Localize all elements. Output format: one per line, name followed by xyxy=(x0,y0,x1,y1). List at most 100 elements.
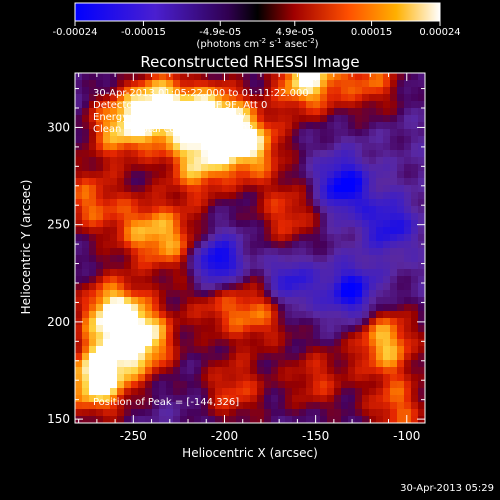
heatmap-cell xyxy=(75,304,83,312)
heatmap-cell xyxy=(404,115,412,123)
heatmap-cell xyxy=(306,283,314,291)
heatmap-cell xyxy=(362,87,370,95)
heatmap-cell xyxy=(236,213,244,221)
heatmap-cell xyxy=(180,213,188,221)
heatmap-cell xyxy=(138,304,146,312)
heatmap-cell xyxy=(369,388,377,396)
heatmap-cell xyxy=(292,297,300,305)
heatmap-cell xyxy=(117,374,125,382)
heatmap-cell xyxy=(348,262,356,270)
heatmap-cell xyxy=(194,297,202,305)
heatmap-cell xyxy=(369,199,377,207)
heatmap-cell xyxy=(243,122,251,130)
heatmap-cell xyxy=(418,227,426,235)
heatmap-cell xyxy=(131,220,139,228)
heatmap-cell xyxy=(82,297,90,305)
heatmap-cell xyxy=(250,192,258,200)
heatmap-cell xyxy=(348,150,356,158)
heatmap-cell xyxy=(124,108,132,116)
heatmap-cell xyxy=(320,101,328,109)
heatmap-cell xyxy=(404,80,412,88)
heatmap-cell xyxy=(138,73,146,81)
heatmap-cell xyxy=(362,318,370,326)
heatmap-cell xyxy=(236,311,244,319)
heatmap-cell xyxy=(194,318,202,326)
heatmap-cell xyxy=(390,290,398,298)
heatmap-cell xyxy=(243,227,251,235)
heatmap-cell xyxy=(334,276,342,284)
heatmap-cell xyxy=(243,101,251,109)
heatmap-cell xyxy=(334,80,342,88)
heatmap-cell xyxy=(299,213,307,221)
heatmap-cell xyxy=(320,178,328,186)
heatmap-cell xyxy=(222,115,230,123)
heatmap-cell xyxy=(278,136,286,144)
heatmap-cell xyxy=(215,129,223,137)
heatmap-cell xyxy=(243,115,251,123)
heatmap-cell xyxy=(75,136,83,144)
heatmap-cell xyxy=(117,248,125,256)
heatmap-cell xyxy=(89,101,97,109)
heatmap-cell xyxy=(411,395,419,403)
heatmap-cell xyxy=(348,143,356,151)
heatmap-cell xyxy=(159,339,167,347)
heatmap-cell xyxy=(334,367,342,375)
heatmap-cell xyxy=(362,143,370,151)
heatmap-cell xyxy=(201,73,209,81)
heatmap-cell xyxy=(390,381,398,389)
heatmap-cell xyxy=(383,409,391,417)
heatmap-cell xyxy=(418,150,426,158)
heatmap-cell xyxy=(348,171,356,179)
heatmap-cell xyxy=(313,129,321,137)
heatmap-cell xyxy=(292,318,300,326)
heatmap-cell xyxy=(89,325,97,333)
heatmap-cell xyxy=(131,73,139,81)
heatmap-cell xyxy=(411,276,419,284)
heatmap-cell xyxy=(194,80,202,88)
heatmap-cell xyxy=(306,367,314,375)
heatmap-cell xyxy=(299,87,307,95)
heatmap-cell xyxy=(292,115,300,123)
heatmap-cell xyxy=(362,311,370,319)
heatmap-cell xyxy=(89,185,97,193)
heatmap-cell xyxy=(306,353,314,361)
heatmap-cell xyxy=(292,206,300,214)
heatmap-cell xyxy=(187,304,195,312)
colorbar xyxy=(74,2,441,22)
heatmap-cell xyxy=(334,185,342,193)
heatmap-cell xyxy=(243,325,251,333)
heatmap-cell xyxy=(145,311,153,319)
heatmap-cell xyxy=(222,248,230,256)
heatmap-cell xyxy=(313,143,321,151)
heatmap-cell xyxy=(124,185,132,193)
heatmap-cell xyxy=(313,220,321,228)
heatmap-cell xyxy=(117,192,125,200)
heatmap-cell xyxy=(173,276,181,284)
heatmap-cell xyxy=(103,318,111,326)
heatmap-cell xyxy=(110,206,118,214)
heatmap-cell xyxy=(243,241,251,249)
heatmap-cell xyxy=(271,94,279,102)
heatmap-cell xyxy=(124,409,132,417)
heatmap-cell xyxy=(376,178,384,186)
heatmap-cell xyxy=(250,213,258,221)
heatmap-cell xyxy=(299,101,307,109)
heatmap-cell xyxy=(285,73,293,81)
heatmap-cell xyxy=(103,234,111,242)
heatmap-cell xyxy=(215,171,223,179)
heatmap-cell xyxy=(229,374,237,382)
heatmap-cell xyxy=(404,262,412,270)
heatmap-cell xyxy=(334,220,342,228)
heatmap-cell xyxy=(320,318,328,326)
heatmap-cell xyxy=(334,283,342,291)
heatmap-cell xyxy=(173,339,181,347)
heatmap-cell xyxy=(166,367,174,375)
heatmap-cell xyxy=(376,332,384,340)
heatmap-cell xyxy=(215,87,223,95)
heatmap-cell xyxy=(404,339,412,347)
heatmap-cell xyxy=(299,381,307,389)
heatmap-cell xyxy=(411,360,419,368)
heatmap-cell xyxy=(404,213,412,221)
x-tick-label: -100 xyxy=(393,429,420,443)
heatmap-cell xyxy=(180,171,188,179)
